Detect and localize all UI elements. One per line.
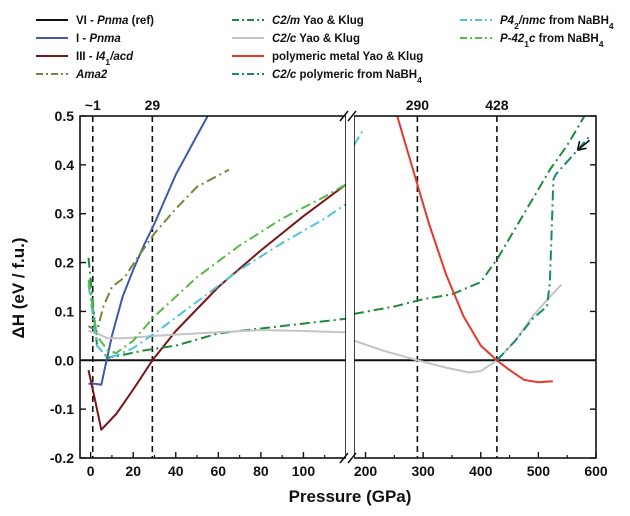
y-tick-label: -0.2 — [50, 450, 74, 466]
legend-label-c2c: C2/c Yao & Klug — [272, 33, 360, 45]
x-tick-label: 300 — [411, 463, 435, 479]
legend-item-polymetal: polymeric metal Yao & Klug — [232, 51, 423, 63]
legend-label-polymetal: polymeric metal Yao & Klug — [272, 51, 423, 63]
x-tick-label: 40 — [168, 463, 184, 479]
series-polymetal-line-0 — [396, 116, 553, 384]
series-i-line-0 — [88, 116, 209, 386]
y-tick-label: 0.4 — [55, 157, 75, 173]
series-c2c-line-1 — [354, 283, 563, 374]
legend-item-c2c: C2/c Yao & Klug — [232, 33, 360, 45]
annotation-arrow — [576, 139, 591, 151]
legend-item-p421c: P-421c from NaBH4 — [460, 33, 604, 49]
legend: VI - Pnma (ref) I - Pnma III - I41/acd Ama2… — [36, 15, 614, 85]
legend-item-vi: VI - Pnma (ref) — [36, 15, 154, 27]
series-c2m-line-0 — [87, 257, 346, 359]
x-tick-label: 60 — [211, 463, 227, 479]
series-c2m-line-1 — [354, 116, 586, 315]
series-p421c — [87, 183, 346, 354]
y-tick-label: 0.0 — [55, 352, 75, 368]
x-tick-label: 80 — [253, 463, 269, 479]
series-ama2-line-0 — [88, 168, 230, 332]
legend-item-iii: III - I41/acd — [36, 51, 134, 67]
legend-label-iii: III - I41/acd — [76, 51, 134, 67]
series-p42-line-0 — [87, 203, 346, 359]
legend-item-p42: P42/nmc from NaBH4 — [460, 15, 614, 31]
legend-item-c2m: C2/m Yao & Klug — [232, 15, 364, 27]
series-c2cpoly-line-0 — [496, 134, 591, 361]
legend-label-ama2: Ama2 — [75, 69, 108, 81]
legend-item-c2cpoly: C2/c polymeric from NaBH4 — [232, 69, 422, 85]
vertical-reference-lines: ~1 29 290 428 — [85, 97, 509, 458]
series-i — [88, 116, 209, 386]
x-tick-label: 200 — [354, 463, 378, 479]
x-tick-label: 100 — [292, 463, 316, 479]
series-iii-line-0 — [87, 183, 346, 431]
x-axis-title: Pressure (GPa) — [289, 487, 412, 506]
y-axis-title: ΔH (eV / f.u.) — [9, 238, 28, 339]
axes: -0.2 -0.1 0.0 0.1 0.2 0.3 0.4 0.5 0 20 40 60 80 100 20… — [50, 108, 608, 479]
legend-label-vi: VI - Pnma (ref) — [76, 15, 154, 27]
y-tick-label: 0.3 — [55, 206, 75, 222]
x-tick-label: 20 — [125, 463, 141, 479]
legend-item-ama2: Ama2 — [36, 69, 108, 81]
x-tick-label: 600 — [584, 463, 608, 479]
x-tick-label: 0 — [87, 463, 95, 479]
break-mark-bottom — [339, 452, 357, 464]
vline-label-3: 428 — [485, 97, 509, 113]
series-c2m — [87, 116, 586, 359]
series-layer — [80, 116, 596, 431]
break-mark-top — [339, 110, 357, 122]
series-ama2 — [88, 168, 230, 332]
vline-label-0: ~1 — [85, 97, 101, 113]
y-tick-label: 0.1 — [55, 303, 75, 319]
x-tick-label: 500 — [527, 463, 551, 479]
series-c2cpoly — [496, 134, 591, 361]
y-tick-label: 0.2 — [55, 255, 75, 271]
series-iii — [87, 183, 346, 431]
legend-label-p42: P42/nmc from NaBH4 — [500, 15, 614, 31]
vline-label-2: 290 — [406, 97, 430, 113]
legend-label-i: I - Pnma — [76, 33, 121, 45]
legend-label-p421c: P-421c from NaBH4 — [500, 33, 604, 49]
y-tick-label: 0.5 — [55, 108, 75, 124]
series-p421c-line-0 — [87, 183, 346, 354]
series-c2c — [88, 283, 563, 374]
vline-label-1: 29 — [145, 97, 161, 113]
x-tick-label: 400 — [469, 463, 493, 479]
legend-label-c2m: C2/m Yao & Klug — [272, 15, 364, 27]
plot-frame-0 — [79, 115, 347, 459]
series-c2c-line-0 — [88, 329, 346, 340]
legend-label-c2cpoly: C2/c polymeric from NaBH4 — [272, 69, 422, 85]
y-tick-label: -0.1 — [50, 401, 74, 417]
arrow-icon — [576, 139, 591, 151]
series-p42 — [87, 130, 364, 359]
legend-item-i: I - Pnma — [36, 33, 121, 45]
series-polymetal — [396, 116, 553, 384]
series-p42-line-1 — [354, 130, 364, 146]
